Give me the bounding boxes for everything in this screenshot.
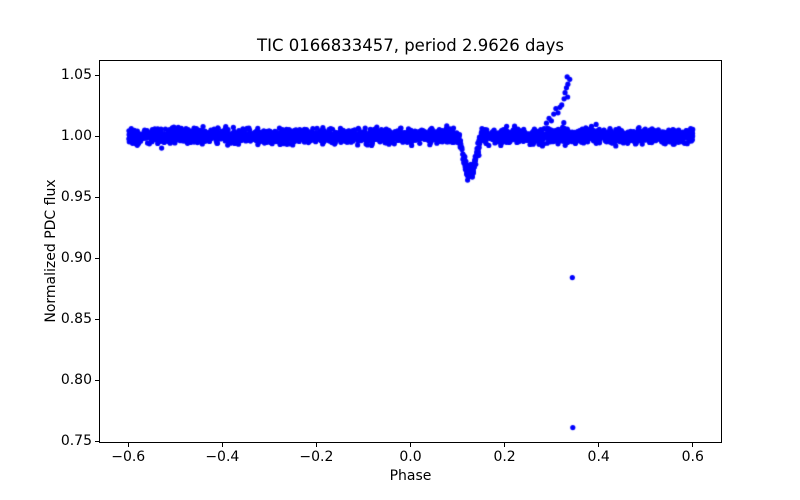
y-axis-label: Normalized PDC flux bbox=[43, 179, 59, 323]
y-tick-mark bbox=[95, 196, 99, 198]
x-tick-mark bbox=[504, 443, 506, 447]
y-tick-mark bbox=[95, 135, 99, 137]
y-tick-mark bbox=[95, 379, 99, 381]
x-tick-label: −0.2 bbox=[299, 449, 334, 465]
y-tick-mark bbox=[95, 74, 99, 76]
x-tick-label: 0.6 bbox=[681, 449, 704, 465]
x-tick-label: 0.2 bbox=[493, 449, 516, 465]
y-tick-label: 0.80 bbox=[60, 372, 92, 389]
y-tick-label: 0.90 bbox=[60, 250, 92, 267]
x-tick-label: −0.6 bbox=[111, 449, 146, 465]
x-tick-mark bbox=[127, 443, 129, 447]
x-tick-mark bbox=[410, 443, 411, 447]
y-tick-mark bbox=[95, 318, 99, 320]
x-tick-mark bbox=[221, 443, 223, 447]
chart-title: TIC 0166833457, period 2.9626 days bbox=[257, 36, 564, 55]
y-tick-label: 0.95 bbox=[60, 189, 92, 206]
x-axis-label: Phase bbox=[389, 468, 432, 484]
x-tick-label: 0.0 bbox=[399, 449, 422, 465]
y-tick-label: 0.75 bbox=[60, 433, 92, 450]
x-tick-label: −0.4 bbox=[205, 449, 240, 465]
y-tick-label: 1.05 bbox=[60, 67, 92, 84]
y-tick-mark bbox=[95, 440, 99, 442]
y-tick-label: 1.00 bbox=[60, 128, 92, 145]
y-tick-mark bbox=[95, 257, 99, 259]
x-tick-label: 0.4 bbox=[587, 449, 610, 465]
y-tick-label: 0.85 bbox=[60, 311, 92, 328]
x-tick-mark bbox=[692, 443, 694, 447]
x-tick-mark bbox=[598, 443, 600, 447]
x-tick-mark bbox=[315, 443, 317, 447]
plot-area bbox=[99, 60, 722, 443]
scatter-canvas bbox=[100, 61, 721, 442]
